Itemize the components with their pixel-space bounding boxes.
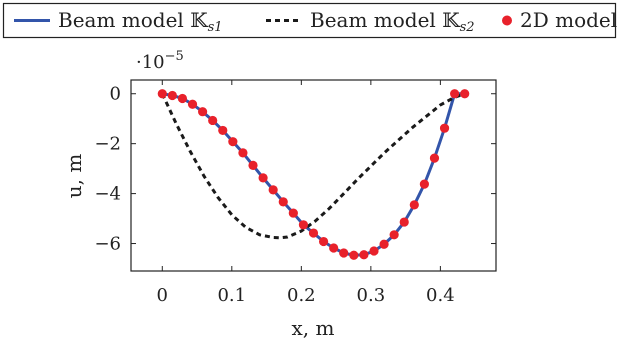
data-point-2d-model	[187, 99, 198, 109]
x-axis-label: x, m	[292, 316, 335, 340]
data-point-2d-model	[288, 208, 298, 218]
data-point-2d-model	[450, 89, 460, 99]
data-point-2d-model	[318, 236, 329, 247]
data-point-2d-model	[409, 200, 419, 210]
x-tick-label: 0	[157, 285, 168, 306]
data-point-2d-model	[308, 228, 319, 238]
data-point-2d-model	[329, 243, 339, 253]
plot-frame	[130, 79, 497, 272]
data-point-2d-model	[389, 230, 399, 240]
data-point-2d-model	[399, 217, 409, 227]
legend-label-series-1: Beam model 𝕂s1	[58, 8, 223, 35]
y-tick-label: −6	[94, 234, 121, 255]
legend-label-series-3: 2D model	[520, 8, 617, 32]
data-point-2d-model	[228, 137, 238, 147]
data-point-2d-model	[460, 89, 470, 99]
data-point-2d-model	[439, 123, 450, 133]
legend-swatch-series-3	[502, 15, 512, 26]
data-point-2d-model	[349, 250, 359, 260]
data-point-2d-model	[298, 220, 309, 230]
data-point-2d-model	[429, 153, 440, 163]
x-ticks: 0 0.1 0.2 0.3 0.4	[157, 80, 455, 306]
y-ticks: 0 −2 −4 −6	[94, 84, 496, 255]
y-axis-label: u, m	[62, 154, 86, 199]
data-point-2d-model	[258, 173, 268, 183]
data-point-2d-model	[278, 197, 288, 207]
data-point-2d-model	[238, 148, 248, 158]
data-point-2d-model	[268, 185, 278, 195]
x-tick-label: 0.4	[426, 285, 455, 306]
y-tick-label: 0	[110, 84, 121, 105]
data-point-2d-model	[419, 179, 429, 189]
legend: Beam model 𝕂s1 Beam model 𝕂s2 2D model	[2, 2, 617, 39]
y-tick-label: −2	[94, 134, 121, 155]
x-tick-label: 0.1	[217, 285, 246, 306]
data-point-2d-model	[177, 93, 188, 104]
series-layer	[157, 89, 470, 260]
y-tick-label: −4	[94, 184, 121, 205]
data-point-2d-model	[248, 160, 258, 170]
legend-label-series-2: Beam model 𝕂s2	[310, 8, 475, 35]
data-point-2d-model	[218, 125, 228, 136]
data-point-2d-model	[208, 115, 218, 126]
y-scale-note: ·10−5	[136, 49, 184, 73]
series-line-beam-ks2	[160, 92, 466, 240]
data-point-2d-model	[369, 246, 379, 256]
x-tick-label: 0.3	[357, 285, 386, 306]
data-point-2d-model	[198, 107, 208, 117]
data-point-2d-model	[379, 239, 389, 249]
legend-frame	[2, 2, 617, 39]
data-point-2d-model	[157, 89, 167, 99]
data-point-2d-model	[359, 250, 369, 260]
data-point-2d-model	[167, 90, 177, 101]
data-point-2d-model	[339, 248, 349, 258]
x-tick-label: 0.2	[287, 285, 316, 306]
